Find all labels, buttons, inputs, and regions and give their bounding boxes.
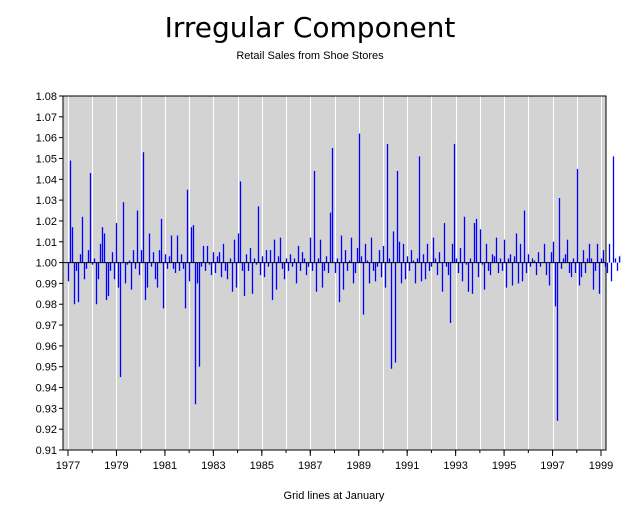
chart-subtitle: Retail Sales from Shoe Stores xyxy=(236,50,384,62)
y-tick-label: 0.98 xyxy=(36,299,57,311)
y-tick-label: 1.06 xyxy=(36,133,57,145)
x-tick-label: 1983 xyxy=(201,460,225,472)
x-tick-label: 1995 xyxy=(492,460,516,472)
y-tick-label: 0.94 xyxy=(36,383,57,395)
x-tick-label: 1991 xyxy=(395,460,419,472)
y-tick-label: 0.95 xyxy=(36,362,57,374)
y-tick-label: 0.92 xyxy=(36,424,57,436)
x-tick-label: 1985 xyxy=(250,460,274,472)
y-tick-label: 0.96 xyxy=(36,341,57,353)
y-tick-label: 0.99 xyxy=(36,278,57,290)
y-tick-label: 1.07 xyxy=(36,112,57,124)
y-tick-label: 0.93 xyxy=(36,403,57,415)
y-tick-label: 0.91 xyxy=(36,445,57,457)
irregular-bars xyxy=(67,133,621,421)
y-axis: 0.91 0.92 0.93 0.94 0.95 0.96 0.97 0.98 0.99 1.00… xyxy=(36,91,63,457)
y-tick-label: 1.04 xyxy=(36,174,57,186)
y-tick-label: 1.00 xyxy=(36,258,57,270)
x-tick-label: 1977 xyxy=(56,460,80,472)
chart-title: Irregular Component xyxy=(165,11,456,44)
x-axis: 1977 1979 1981 1983 1985 1987 1989 1991 1993 1995… xyxy=(56,450,613,472)
x-tick-label: 1999 xyxy=(589,460,613,472)
x-tick-label: 1987 xyxy=(298,460,322,472)
x-tick-label: 1993 xyxy=(443,460,467,472)
y-tick-label: 1.05 xyxy=(36,153,57,165)
y-tick-label: 1.03 xyxy=(36,195,57,207)
x-tick-label: 1997 xyxy=(540,460,564,472)
x-tick-label: 1979 xyxy=(104,460,128,472)
y-tick-label: 1.02 xyxy=(36,216,57,228)
x-axis-label: Grid lines at January xyxy=(284,490,385,502)
y-tick-label: 1.01 xyxy=(36,237,57,249)
plot-area xyxy=(63,96,606,450)
y-tick-label: 0.97 xyxy=(36,320,57,332)
x-tick-label: 1981 xyxy=(153,460,177,472)
x-tick-label: 1989 xyxy=(346,460,370,472)
january-gridlines xyxy=(68,96,602,450)
y-tick-label: 1.08 xyxy=(36,91,57,103)
